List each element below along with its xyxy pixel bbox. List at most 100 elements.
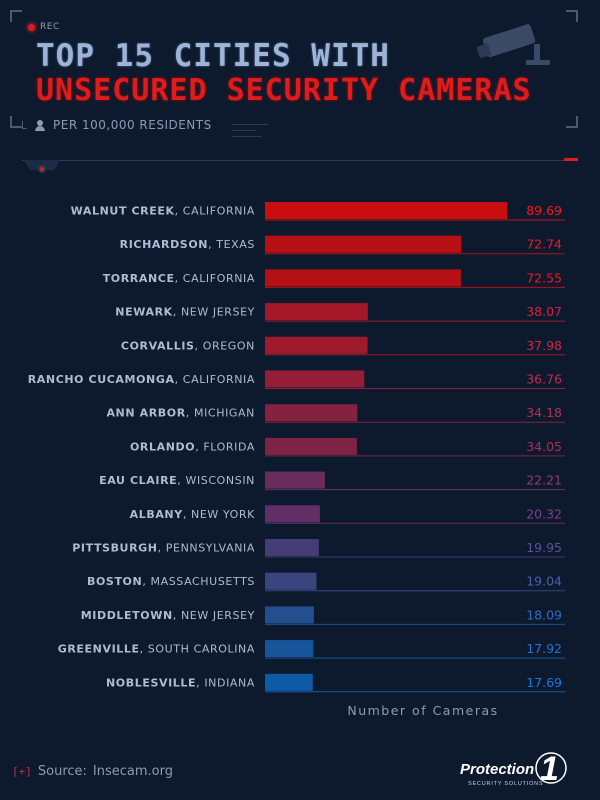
category-label: WALNUT CREEK, CALIFORNIA bbox=[71, 205, 255, 218]
category-city: ANN ARBOR bbox=[106, 407, 185, 420]
category-state: , INDIANA bbox=[196, 676, 255, 689]
category-state: , MASSACHUSETTS bbox=[142, 575, 255, 588]
logo-name: Protection bbox=[460, 761, 534, 778]
category-label: RANCHO CUCAMONGA, CALIFORNIA bbox=[28, 373, 255, 386]
category-state: , TEXAS bbox=[208, 238, 255, 251]
category-city: RICHARDSON bbox=[120, 238, 208, 251]
value-label: 17.69 bbox=[526, 675, 562, 690]
rec-label: REC bbox=[40, 22, 60, 32]
bar bbox=[265, 202, 508, 219]
bar bbox=[265, 269, 461, 287]
category-state: , OREGON bbox=[195, 339, 255, 352]
source-bracket-icon: [+] bbox=[12, 765, 32, 778]
subtitle-text: PER 100,000 RESIDENTS bbox=[53, 118, 212, 132]
category-label: CORVALLIS, OREGON bbox=[121, 339, 255, 352]
x-axis-label: Number of Cameras bbox=[347, 703, 498, 718]
bar bbox=[265, 404, 358, 422]
value-label: 89.69 bbox=[526, 203, 562, 218]
bar bbox=[265, 370, 365, 388]
bar bbox=[265, 471, 325, 489]
subtitle: PER 100,000 RESIDENTS bbox=[22, 118, 212, 132]
category-state: , FLORIDA bbox=[195, 440, 255, 453]
category-city: EAU CLAIRE bbox=[99, 474, 177, 487]
category-label: EAU CLAIRE, WISCONSIN bbox=[99, 474, 255, 487]
title-line-2: UNSECURED SECURITY CAMERAS bbox=[36, 73, 532, 108]
bar bbox=[265, 572, 317, 590]
protection1-logo: Protection 1 SECURITY SOLUTIONS bbox=[460, 750, 567, 788]
value-label: 34.18 bbox=[526, 405, 562, 420]
logo-tagline: SECURITY SOLUTIONS bbox=[468, 781, 543, 787]
title-line-1: TOP 15 CITIES WITH bbox=[36, 38, 390, 74]
category-city: PITTSBURGH bbox=[72, 542, 157, 555]
category-city: MIDDLETOWN bbox=[81, 609, 173, 622]
camera-lens-icon bbox=[24, 160, 60, 173]
source-credit: [+] Source: Insecam.org bbox=[12, 764, 173, 779]
header-divider-accent bbox=[564, 158, 578, 161]
category-city: WALNUT CREEK bbox=[71, 205, 175, 218]
value-label: 20.32 bbox=[526, 506, 562, 521]
category-label: GREENVILLE, SOUTH CAROLINA bbox=[58, 643, 255, 656]
category-state: , NEW JERSEY bbox=[173, 306, 255, 319]
rec-indicator: REC bbox=[28, 22, 60, 32]
category-label: NEWARK, NEW JERSEY bbox=[115, 306, 255, 319]
category-city: TORRANCE bbox=[103, 272, 175, 285]
category-state: , PENNSYLVANIA bbox=[158, 542, 255, 555]
category-state: , NEW YORK bbox=[183, 508, 255, 521]
category-city: ALBANY bbox=[130, 508, 184, 521]
security-camera-icon bbox=[476, 24, 550, 65]
category-state: , CALIFORNIA bbox=[175, 272, 255, 285]
category-city: GREENVILLE bbox=[58, 643, 140, 656]
category-label: RICHARDSON, TEXAS bbox=[120, 238, 255, 251]
value-label: 37.98 bbox=[526, 338, 562, 353]
value-label: 38.07 bbox=[526, 304, 562, 319]
category-state: , NEW JERSEY bbox=[173, 609, 255, 622]
decorative-lines bbox=[232, 124, 268, 142]
value-label: 17.92 bbox=[526, 641, 562, 656]
category-label: TORRANCE, CALIFORNIA bbox=[103, 272, 255, 285]
source-value: Insecam.org bbox=[92, 764, 173, 779]
category-state: , SOUTH CAROLINA bbox=[140, 643, 255, 656]
bar bbox=[265, 437, 357, 455]
category-label: NOBLESVILLE, INDIANA bbox=[106, 676, 255, 689]
value-label: 36.76 bbox=[526, 372, 562, 387]
bar bbox=[265, 505, 320, 523]
category-label: ALBANY, NEW YORK bbox=[130, 508, 256, 521]
logo-digit: 1 bbox=[540, 750, 559, 788]
bar bbox=[265, 606, 314, 624]
value-label: 34.05 bbox=[526, 439, 562, 454]
value-label: 72.74 bbox=[526, 237, 562, 252]
bar bbox=[265, 539, 319, 556]
header-divider bbox=[22, 160, 578, 161]
viewfinder-corner-top-right bbox=[566, 10, 578, 22]
logo-ring-icon bbox=[535, 752, 567, 784]
category-state: , MICHIGAN bbox=[186, 407, 255, 420]
bracket-icon bbox=[22, 121, 27, 129]
category-city: ORLANDO bbox=[130, 440, 195, 453]
person-icon bbox=[35, 119, 45, 131]
viewfinder-corner-bottom-left bbox=[10, 116, 22, 128]
category-city: BOSTON bbox=[87, 575, 142, 588]
category-city: RANCHO CUCAMONGA bbox=[28, 373, 175, 386]
category-label: ORLANDO, FLORIDA bbox=[130, 440, 255, 453]
value-label: 22.21 bbox=[526, 473, 562, 488]
value-label: 72.55 bbox=[526, 270, 562, 285]
source-label: Source: bbox=[37, 764, 87, 779]
category-city: NOBLESVILLE bbox=[106, 676, 196, 689]
value-label: 19.04 bbox=[526, 574, 562, 589]
category-city: CORVALLIS bbox=[121, 339, 195, 352]
bar bbox=[265, 640, 314, 658]
value-label: 19.95 bbox=[526, 540, 562, 555]
category-label: BOSTON, MASSACHUSETTS bbox=[87, 575, 255, 588]
bar bbox=[265, 336, 368, 354]
category-label: ANN ARBOR, MICHIGAN bbox=[106, 407, 255, 420]
category-state: , WISCONSIN bbox=[177, 474, 255, 487]
bar bbox=[265, 303, 368, 321]
rec-dot-icon bbox=[28, 23, 35, 31]
category-state: , CALIFORNIA bbox=[175, 373, 255, 386]
bar bbox=[265, 673, 313, 691]
value-label: 18.09 bbox=[526, 607, 562, 622]
category-state: , CALIFORNIA bbox=[175, 205, 255, 218]
bar bbox=[265, 235, 462, 253]
